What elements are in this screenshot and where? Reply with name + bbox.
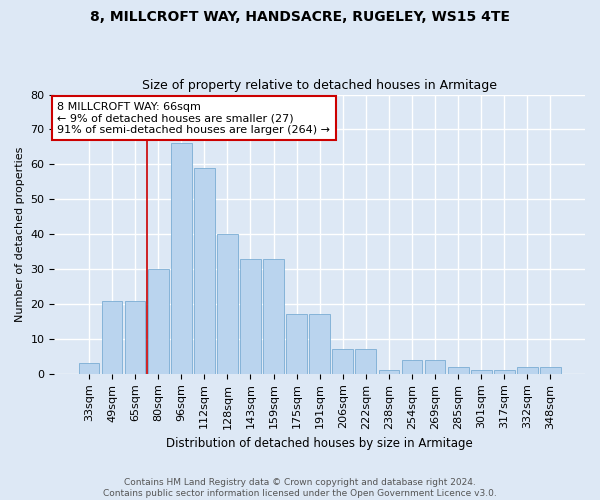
Bar	[240, 258, 261, 374]
Bar	[194, 168, 215, 374]
Text: 8 MILLCROFT WAY: 66sqm
← 9% of detached houses are smaller (27)
91% of semi-deta: 8 MILLCROFT WAY: 66sqm ← 9% of detached …	[57, 102, 330, 134]
Bar	[101, 300, 122, 374]
Bar	[332, 350, 353, 374]
Text: 8, MILLCROFT WAY, HANDSACRE, RUGELEY, WS15 4TE: 8, MILLCROFT WAY, HANDSACRE, RUGELEY, WS…	[90, 10, 510, 24]
Bar	[494, 370, 515, 374]
Bar	[425, 360, 445, 374]
Bar	[517, 367, 538, 374]
Bar	[148, 269, 169, 374]
Bar	[79, 364, 99, 374]
Text: Contains HM Land Registry data © Crown copyright and database right 2024.
Contai: Contains HM Land Registry data © Crown c…	[103, 478, 497, 498]
Bar	[355, 350, 376, 374]
Bar	[217, 234, 238, 374]
Bar	[401, 360, 422, 374]
Bar	[263, 258, 284, 374]
Bar	[286, 314, 307, 374]
Y-axis label: Number of detached properties: Number of detached properties	[15, 146, 25, 322]
Title: Size of property relative to detached houses in Armitage: Size of property relative to detached ho…	[142, 79, 497, 92]
Bar	[125, 300, 145, 374]
Bar	[379, 370, 400, 374]
Bar	[171, 144, 191, 374]
Bar	[310, 314, 330, 374]
X-axis label: Distribution of detached houses by size in Armitage: Distribution of detached houses by size …	[166, 437, 473, 450]
Bar	[448, 367, 469, 374]
Bar	[540, 367, 561, 374]
Bar	[471, 370, 491, 374]
